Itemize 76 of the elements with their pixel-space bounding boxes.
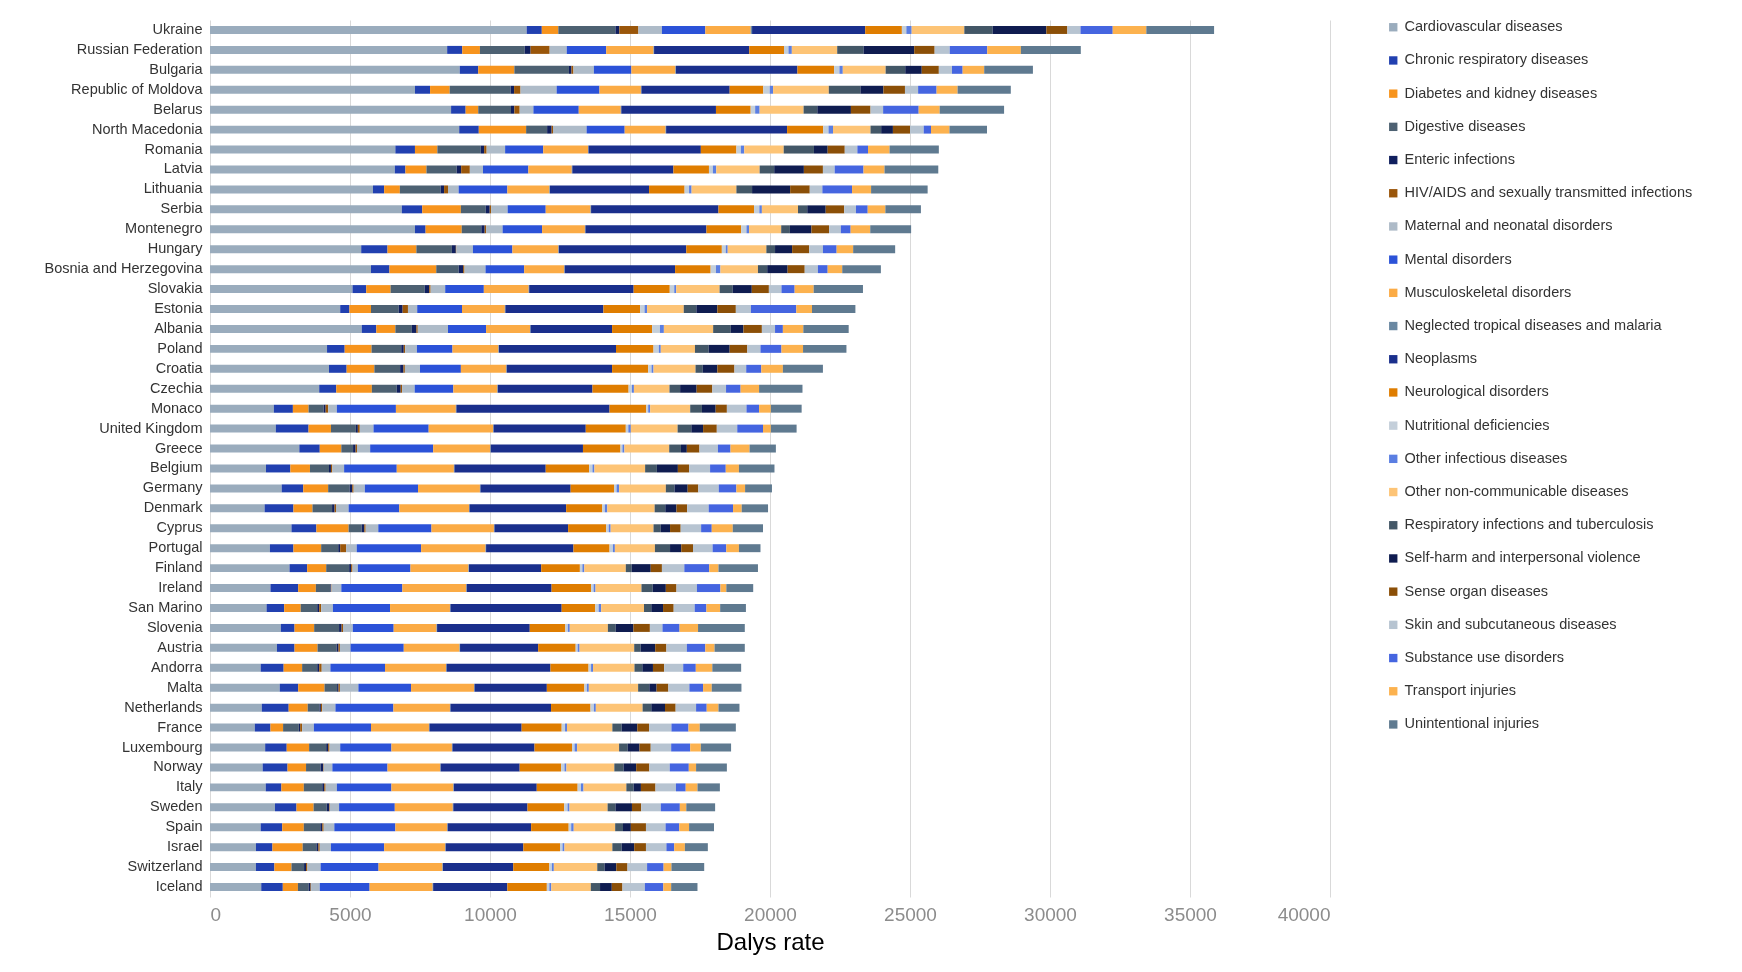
y-tick-label: Poland [157, 339, 203, 356]
y-tick-label: Italy [175, 778, 204, 795]
y-tick-label: Iceland [155, 878, 203, 895]
legend-label: Diabetes and kidney diseases [1404, 84, 1598, 101]
legend-label: Digestive diseases [1404, 117, 1526, 134]
x-tick-label: 20000 [744, 903, 797, 925]
legend-label: HIV/AIDS and sexually transmitted infections [1404, 184, 1693, 201]
y-tick-label: Slovakia [147, 280, 204, 297]
legend-label: Other infectious diseases [1404, 449, 1568, 466]
legend-label: Maternal and neonatal disorders [1404, 217, 1613, 234]
y-tick-label: France [157, 718, 203, 735]
legend-label: Other non-communicable diseases [1404, 483, 1629, 500]
y-tick-label: Ireland [158, 579, 203, 596]
y-tick-label: United Kingdom [99, 419, 203, 436]
legend-label: Self-harm and interpersonal violence [1404, 549, 1641, 566]
y-tick-label: Portugal [148, 539, 203, 556]
legend-label: Mental disorders [1404, 250, 1512, 267]
y-tick-label: Andorra [150, 658, 204, 675]
legend-label: Skin and subcutaneous diseases [1404, 615, 1617, 632]
y-tick-label: Republic of Moldova [71, 80, 204, 97]
y-tick-label: Latvia [163, 160, 204, 177]
x-tick-label: 25000 [884, 903, 937, 925]
y-tick-label: Sweden [150, 798, 203, 815]
legend-label: Cardiovascular diseases [1404, 18, 1563, 35]
y-tick-label: Slovenia [146, 618, 204, 635]
legend-label: Respiratory infections and tuberculosis [1404, 516, 1654, 533]
y-tick-label: Serbia [160, 200, 204, 217]
y-tick-label: San Marino [128, 598, 203, 615]
legend-label: Musculoskeletal disorders [1404, 283, 1572, 300]
y-tick-label: Israel [167, 838, 203, 855]
legend-label: Substance use disorders [1404, 649, 1565, 666]
legend-label: Enteric infections [1404, 151, 1515, 168]
y-tick-label: Greece [154, 439, 203, 456]
x-tick-label: 0 [210, 903, 222, 925]
y-tick-label: Germany [142, 479, 204, 496]
x-tick-label: 15000 [604, 903, 657, 925]
y-tick-label: Ukraine [152, 20, 203, 37]
y-tick-label: Estonia [154, 300, 204, 317]
legend-label: Neglected tropical diseases and malaria [1404, 317, 1663, 334]
x-tick-label: 40000 [1277, 903, 1331, 925]
y-tick-label: Hungary [147, 240, 204, 257]
x-tick-label: 35000 [1164, 903, 1217, 925]
y-tick-label: Finland [154, 559, 203, 576]
x-tick-label: 5000 [329, 903, 372, 925]
y-tick-label: Czechia [150, 379, 204, 396]
x-tick-label: 10000 [464, 903, 517, 925]
y-tick-label: Switzerland [127, 858, 203, 875]
y-tick-label: Luxembourg [121, 738, 203, 755]
y-tick-label: Monaco [150, 399, 203, 416]
y-tick-label: Russian Federation [76, 40, 203, 57]
y-tick-label: North Macedonia [92, 120, 204, 137]
y-tick-label: Belarus [153, 100, 203, 117]
x-axis-title: Dalys rate [716, 927, 825, 955]
y-tick-label: Netherlands [124, 698, 203, 715]
y-tick-label: Lithuania [143, 180, 204, 197]
legend-label: Transport injuries [1404, 682, 1516, 699]
legend-label: Nutritional deficiencies [1404, 416, 1550, 433]
y-tick-label: Belgium [150, 459, 203, 476]
y-tick-label: Malta [167, 678, 204, 695]
x-tick-label: 30000 [1024, 903, 1077, 925]
legend-label: Sense organ diseases [1404, 582, 1548, 599]
legend-label: Neoplasms [1404, 350, 1478, 367]
y-tick-label: Bulgaria [149, 60, 204, 77]
y-tick-label: Romania [144, 140, 204, 157]
legend-label: Unintentional injuries [1404, 715, 1540, 732]
y-tick-label: Cyprus [156, 519, 203, 536]
y-tick-label: Austria [157, 638, 204, 655]
y-tick-label: Montenegro [125, 220, 203, 237]
y-tick-label: Denmark [143, 499, 204, 516]
y-tick-label: Spain [165, 818, 203, 835]
y-tick-label: Bosnia and Herzegovina [44, 260, 204, 277]
legend-label: Neurological disorders [1404, 383, 1549, 400]
legend-label: Chronic respiratory diseases [1404, 51, 1589, 68]
y-tick-label: Norway [153, 758, 204, 775]
y-tick-label: Albania [154, 319, 204, 336]
y-tick-label: Croatia [155, 359, 204, 376]
